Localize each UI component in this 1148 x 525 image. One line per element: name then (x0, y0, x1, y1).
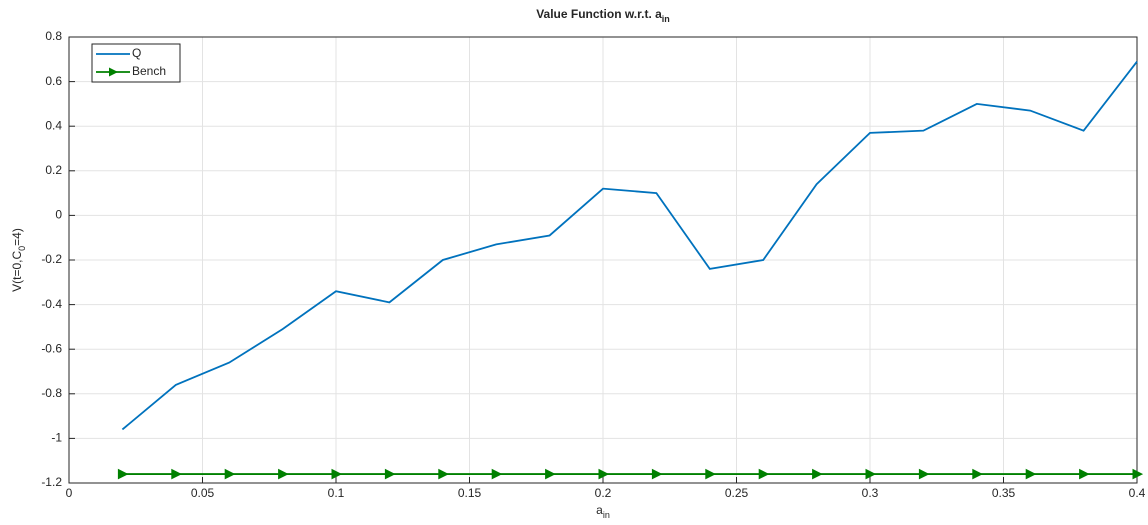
y-tick-label: 0.8 (45, 29, 62, 43)
legend-box (91, 43, 181, 83)
chart-title-part: in (662, 14, 670, 24)
marker (117, 468, 129, 480)
plot-frame (68, 36, 1138, 484)
marker (1025, 468, 1037, 480)
legend-label: Q (132, 46, 141, 60)
marker (598, 468, 610, 480)
x-tick-label: 0.35 (992, 486, 1016, 500)
chart-title: Value Function w.r.t. ain (536, 7, 670, 24)
marker (384, 468, 396, 480)
legend-marker (109, 67, 118, 77)
marker (918, 468, 930, 480)
marker (491, 468, 503, 480)
marker (812, 468, 823, 480)
x-tick-label: 0.3 (862, 486, 879, 500)
x-tick-label: 0.1 (328, 486, 345, 500)
y-tick-label: 0.4 (45, 118, 62, 132)
y-axis-label-part: =4) (10, 228, 24, 246)
x-tick-label: 0.05 (191, 486, 215, 500)
y-tick-label: 0 (55, 208, 62, 222)
marker (651, 468, 663, 480)
y-tick-label: 0.2 (45, 163, 62, 177)
marker (865, 468, 877, 480)
x-axis-label: ain (596, 503, 610, 520)
x-tick-label: 0.2 (595, 486, 612, 500)
x-axis-label-part: a (596, 503, 603, 517)
marker (972, 468, 983, 480)
y-axis-label-part: 0 (17, 246, 27, 251)
marker (758, 468, 770, 480)
y-tick-label: 0.6 (45, 74, 62, 88)
marker (705, 468, 716, 480)
x-tick-label: 0.15 (458, 486, 482, 500)
chart-title-part: Value Function w.r.t. a (536, 7, 662, 21)
marker (224, 468, 236, 480)
marker (438, 468, 449, 480)
marker (171, 468, 182, 480)
y-tick-label: -0.8 (41, 386, 62, 400)
x-tick-label: 0.25 (725, 486, 749, 500)
y-tick-label: -0.4 (41, 297, 62, 311)
y-tick-label: -0.6 (41, 341, 62, 355)
marker (545, 468, 556, 480)
series-line (121, 60, 1138, 431)
y-tick-label: -1.2 (41, 475, 62, 489)
y-axis-label: V(t=0,C0=4) (10, 228, 27, 292)
x-tick-label: 0 (66, 486, 73, 500)
x-axis-label-part: in (603, 510, 610, 520)
x-tick-label: 0.4 (1129, 486, 1146, 500)
marker (1132, 468, 1144, 480)
marker (278, 468, 289, 480)
marker (331, 468, 343, 480)
marker (1079, 468, 1090, 480)
y-tick-label: -1 (51, 431, 62, 445)
y-tick-label: -0.2 (41, 252, 62, 266)
y-axis-label-part: V(t=0,C (10, 251, 24, 292)
legend-label: Bench (132, 64, 166, 78)
